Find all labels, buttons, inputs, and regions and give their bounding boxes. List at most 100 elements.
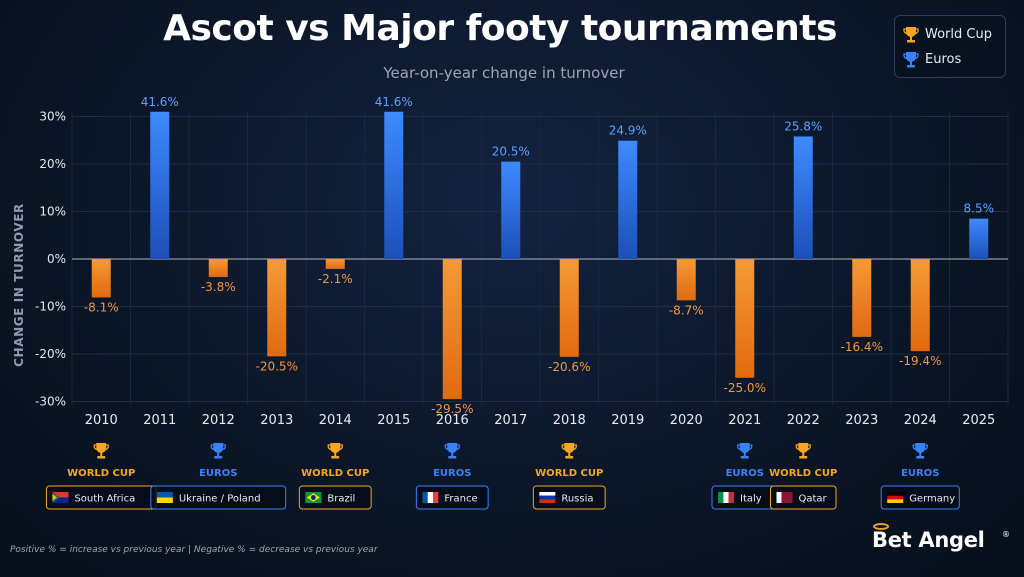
trophy-base [97, 456, 106, 459]
trophy-base [448, 456, 457, 459]
host-badge: Italy [711, 485, 778, 510]
trophy-stem [802, 452, 805, 456]
flag-part [728, 492, 734, 503]
trophy-cup [564, 443, 575, 453]
trophy-stem [100, 452, 103, 456]
bar [501, 161, 521, 259]
chart-legend: World Cup Euros [894, 15, 1006, 78]
y-tick-label: -30% [35, 395, 66, 409]
bar [208, 259, 228, 278]
trophy-icon [444, 443, 460, 459]
x-tick-label: 2020 [670, 413, 703, 428]
trophy-base [740, 456, 749, 459]
trophy-handles [737, 444, 753, 451]
italy-flag-icon [718, 492, 734, 503]
bar [910, 259, 930, 352]
chart-title: Ascot vs Major footy tournaments [163, 8, 837, 49]
x-tick-label: 2023 [845, 413, 878, 428]
flag-part [156, 492, 173, 498]
host-name: Qatar [799, 494, 828, 505]
data-label: -16.4% [841, 340, 883, 354]
bar [618, 140, 638, 259]
host-badge: Ukraine / Poland [150, 485, 287, 510]
trophy-base [214, 456, 223, 459]
bar-chart: 30% 20% 10% 0% -10% -20% -30% -8.1% 2010 41.6% 201… [35, 95, 1009, 510]
data-label: -8.7% [669, 303, 704, 317]
badge-border [298, 485, 372, 510]
registered-mark: ® [1002, 530, 1010, 539]
flag-part [723, 492, 729, 503]
x-tick-label: 2015 [377, 413, 410, 428]
russia-flag-icon [539, 492, 556, 503]
flag-part [539, 495, 556, 500]
bar [735, 259, 755, 378]
x-tick-label: 2016 [436, 413, 469, 428]
tournament-label: EUROS [901, 468, 939, 479]
trophy-cup [447, 443, 458, 453]
data-label: -20.5% [256, 359, 298, 373]
data-label: -3.8% [201, 280, 236, 294]
host-badge: Germany [880, 485, 960, 510]
data-label: 20.5% [492, 145, 530, 159]
trophy-stem [334, 452, 337, 456]
trophy-handles [795, 444, 811, 451]
host-badge: France [415, 485, 489, 510]
trophy-icon [210, 443, 226, 459]
bar [267, 259, 287, 357]
host-name: Russia [561, 494, 593, 505]
data-label: 25.8% [784, 119, 822, 133]
host-name: Italy [740, 494, 762, 505]
host-name: Ukraine / Poland [179, 494, 261, 505]
trophy-cup [915, 443, 926, 453]
host-name: Germany [909, 494, 955, 505]
badge-border [415, 485, 489, 510]
data-label: -25.0% [724, 381, 766, 395]
tournament-label: EUROS [726, 468, 764, 479]
y-tick-label: 30% [39, 110, 66, 124]
y-tick-label: 0% [47, 252, 66, 266]
trophy-handles [561, 444, 577, 451]
bar [384, 111, 404, 259]
host-badge: South Africa [45, 485, 157, 510]
footnote: Positive % = increase vs previous year |… [10, 545, 378, 555]
germany-flag-icon [887, 492, 904, 503]
brazil-flag-icon [305, 492, 322, 503]
tournament-label: EUROS [199, 468, 237, 479]
trophy-cup [739, 443, 750, 453]
trophy-base [331, 456, 340, 459]
trophy-stem [568, 452, 571, 456]
bar [793, 136, 813, 259]
flag-part [52, 494, 57, 501]
badge-border [150, 485, 287, 510]
trophy-cup [798, 443, 809, 453]
bar [325, 259, 345, 269]
trophy-icon [561, 443, 577, 459]
tournament-label: WORLD CUP [67, 468, 135, 479]
flag-part [52, 492, 69, 498]
flag-part [887, 492, 904, 496]
trophy-base [916, 456, 925, 459]
flag-part [422, 492, 428, 503]
legend-label: World Cup [925, 27, 992, 42]
badge-border [532, 485, 606, 510]
trophy-icon [327, 443, 343, 459]
trophy-icon [912, 443, 928, 459]
badge-border [880, 485, 960, 510]
tournament-label: EUROS [433, 468, 471, 479]
flag-part [52, 497, 69, 503]
x-tick-label: 2024 [904, 413, 937, 428]
trophy-stem [919, 452, 922, 456]
y-tick-label: 10% [39, 205, 66, 219]
trophy-handles [210, 444, 226, 451]
trophy-handles [327, 444, 343, 451]
trophy-handles [444, 444, 460, 451]
trophy-stem [217, 452, 220, 456]
host-name: France [444, 494, 477, 505]
flag-part [776, 492, 793, 503]
x-tick-label: 2017 [494, 413, 527, 428]
chart-subtitle: Year-on-year change in turnover [383, 64, 625, 82]
flag-part [718, 492, 724, 503]
legend-item-world-cup: World Cup [903, 22, 997, 47]
bar [852, 259, 872, 337]
trophy-cup [96, 443, 107, 453]
